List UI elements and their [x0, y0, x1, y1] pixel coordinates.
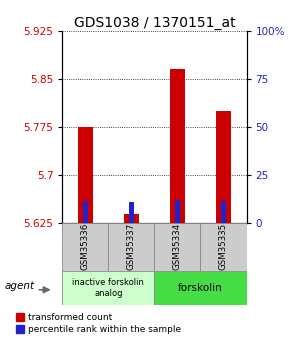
Bar [155, 271, 246, 305]
Bar [62, 271, 155, 305]
Text: GSM35337: GSM35337 [127, 223, 136, 270]
Bar [129, 202, 134, 223]
Text: GSM35335: GSM35335 [219, 223, 228, 270]
Bar [155, 223, 200, 271]
Text: GSM35336: GSM35336 [81, 223, 90, 270]
Legend: transformed count, percentile rank within the sample: transformed count, percentile rank withi… [16, 313, 181, 334]
Bar [200, 223, 246, 271]
Bar [221, 201, 226, 223]
Bar [175, 199, 180, 223]
Bar [83, 201, 88, 223]
Bar [216, 111, 231, 223]
Title: GDS1038 / 1370151_at: GDS1038 / 1370151_at [74, 16, 235, 30]
Text: forskolin: forskolin [178, 283, 223, 293]
Text: inactive forskolin
analog: inactive forskolin analog [72, 278, 144, 298]
Bar [170, 69, 185, 223]
Bar [78, 127, 93, 223]
Bar [108, 223, 155, 271]
Bar [62, 223, 108, 271]
Text: agent: agent [5, 282, 35, 291]
Text: GSM35334: GSM35334 [173, 223, 182, 270]
Bar [124, 214, 139, 223]
